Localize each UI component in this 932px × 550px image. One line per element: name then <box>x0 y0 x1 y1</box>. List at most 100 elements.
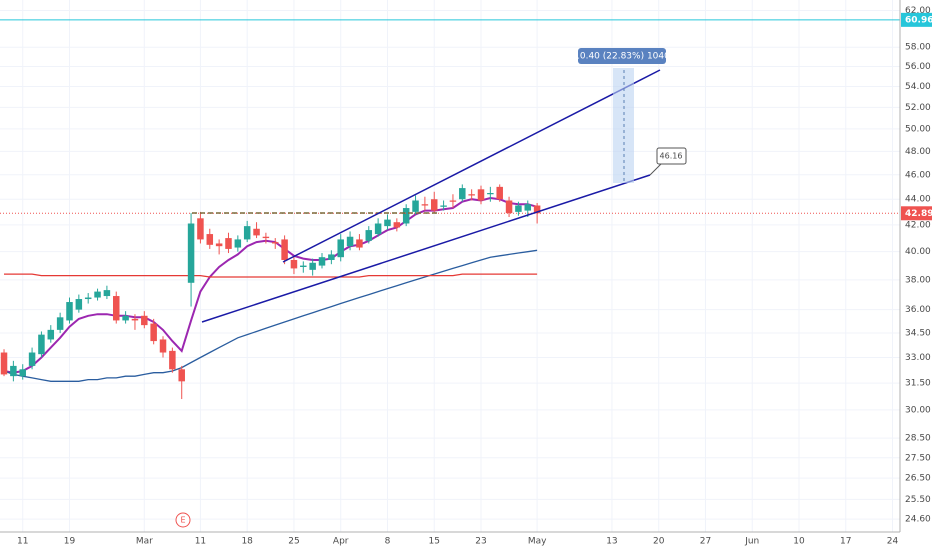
x-tick-label: 10 <box>793 537 805 547</box>
candle-body <box>459 188 466 200</box>
candle-body <box>141 315 148 326</box>
candle-body <box>28 352 36 366</box>
candle-body <box>10 365 17 377</box>
plot-area <box>0 19 900 400</box>
y-tick-label: 62.00 <box>905 6 931 16</box>
earnings-label[interactable]: E <box>180 516 185 525</box>
candle-body <box>421 204 429 206</box>
candle-body <box>56 317 64 330</box>
candle-body <box>505 200 513 214</box>
y-tick-label: 38.00 <box>905 275 931 285</box>
y-tick-label: 34.50 <box>905 329 931 339</box>
callout-box <box>656 147 687 165</box>
candle-body <box>402 208 410 224</box>
y-tick-label: 42.00 <box>905 220 931 230</box>
x-tick-label: 11 <box>195 537 206 547</box>
price-tag <box>901 12 932 27</box>
candle-body <box>75 299 83 310</box>
price-tag-label: 42.89 <box>905 209 932 219</box>
x-tick-label: May <box>528 537 547 547</box>
x-tick-label: Apr <box>333 537 349 547</box>
y-tick-label: 56.00 <box>905 62 931 72</box>
candle-body <box>318 257 326 266</box>
candle-body <box>253 228 260 236</box>
candle-body <box>262 236 270 239</box>
x-tick-label: Jun <box>744 537 759 547</box>
y-tick-label: 26.50 <box>905 474 931 484</box>
y-tick-label: 31.50 <box>905 379 931 389</box>
candle-body <box>94 291 101 298</box>
y-tick-label: 28.50 <box>905 434 931 444</box>
candle-body <box>19 369 26 377</box>
candle-body <box>356 239 363 248</box>
candle-body <box>477 189 485 201</box>
lower-trendline <box>201 174 651 323</box>
price-tag-label: 60.96 <box>905 15 932 25</box>
x-tick-label: 15 <box>429 537 440 547</box>
y-tick-label: 50.00 <box>905 124 931 134</box>
x-tick-label: Mar <box>136 537 153 547</box>
callout-pointer <box>649 162 663 176</box>
candle-body <box>197 218 204 240</box>
y-tick-label: 54.00 <box>905 82 931 92</box>
x-tick-label: 20 <box>653 537 665 547</box>
y-tick-label: 36.00 <box>905 305 931 315</box>
y-tick-label: 30.00 <box>905 405 931 415</box>
drawings: 10.40 (22.83%) 1040 46.16 E <box>175 48 687 528</box>
moving-average <box>3 249 538 382</box>
candle-body <box>84 297 92 300</box>
candle-body <box>515 205 522 212</box>
candle-body <box>412 200 419 212</box>
x-tick-label: 24 <box>887 537 899 547</box>
x-tick-label: 23 <box>475 537 486 547</box>
y-tick-label: 48.00 <box>905 147 931 157</box>
x-tick-label: 17 <box>840 537 851 547</box>
candle-body <box>206 234 214 245</box>
candle-body <box>365 230 373 241</box>
candle-body <box>131 318 139 321</box>
candle-body <box>178 369 185 382</box>
candle-body <box>449 200 457 202</box>
callout-label: 46.16 <box>660 152 683 161</box>
candle-body <box>533 205 541 214</box>
candle-body <box>384 219 391 227</box>
y-tick-label: 25.50 <box>905 495 931 505</box>
candle-body <box>374 223 382 235</box>
candle-body <box>0 352 8 375</box>
measure-label: 10.40 (22.83%) 1040 <box>574 52 670 62</box>
candle-body <box>150 323 157 342</box>
earnings-marker[interactable] <box>175 512 191 528</box>
x-tick-label: 27 <box>700 537 711 547</box>
x-tick-label: 18 <box>241 537 253 547</box>
candle-body <box>122 315 129 321</box>
upper-trendline <box>282 69 661 263</box>
candle-body <box>337 239 344 258</box>
candle-body <box>187 223 195 283</box>
candle-body <box>66 302 73 321</box>
candle-body <box>300 265 307 268</box>
y-tick-label: 58.00 <box>905 43 931 53</box>
candle-body <box>159 339 167 353</box>
axes: 24.60 25.50 26.50 27.50 28.50 30.00 31.50 33.00… <box>17 6 932 547</box>
candle-body <box>271 242 279 244</box>
candle-body <box>430 199 438 211</box>
candle-body <box>169 350 176 370</box>
x-tick-label: 25 <box>288 537 299 547</box>
candle-body <box>113 296 120 321</box>
moving-average <box>4 273 538 278</box>
candle-body <box>468 194 475 196</box>
candle-body <box>234 239 242 248</box>
x-tick-label: 19 <box>64 537 76 547</box>
measure-label-box <box>578 48 666 64</box>
moving-average <box>3 196 538 374</box>
y-tick-label: 40.00 <box>905 247 931 257</box>
y-tick-label: 27.50 <box>905 453 931 463</box>
y-tick-label: 24.60 <box>905 515 931 525</box>
y-tick-label: 52.00 <box>905 103 931 113</box>
price-tag <box>901 206 932 221</box>
y-tick-label: 33.00 <box>905 353 931 363</box>
candle-body <box>47 329 55 340</box>
x-tick-label: 8 <box>385 537 391 547</box>
candle-body <box>281 239 288 260</box>
